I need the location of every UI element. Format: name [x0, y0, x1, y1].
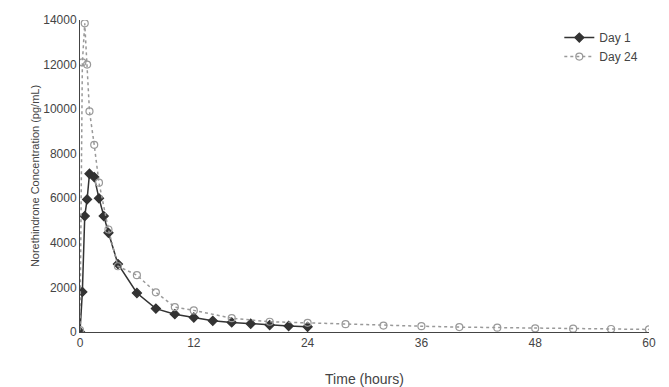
svg-text:2000: 2000: [50, 281, 77, 295]
svg-text:8000: 8000: [50, 147, 77, 161]
svg-text:Norethindrone Concentration (p: Norethindrone Concentration (pg/mL): [29, 85, 41, 267]
svg-text:0: 0: [70, 325, 77, 339]
svg-text:4000: 4000: [50, 236, 77, 250]
svg-text:Time (hours): Time (hours): [325, 371, 404, 387]
svg-text:10000: 10000: [43, 102, 77, 116]
svg-text:12: 12: [187, 336, 201, 350]
svg-text:48: 48: [529, 336, 543, 350]
svg-text:Day 1: Day 1: [599, 31, 631, 45]
svg-text:60: 60: [642, 336, 656, 350]
svg-text:0: 0: [77, 336, 84, 350]
svg-text:12000: 12000: [43, 58, 77, 72]
svg-text:14000: 14000: [43, 13, 77, 27]
svg-text:Day 24: Day 24: [599, 50, 637, 64]
svg-text:36: 36: [415, 336, 429, 350]
svg-text:6000: 6000: [50, 191, 77, 205]
svg-text:24: 24: [301, 336, 315, 350]
